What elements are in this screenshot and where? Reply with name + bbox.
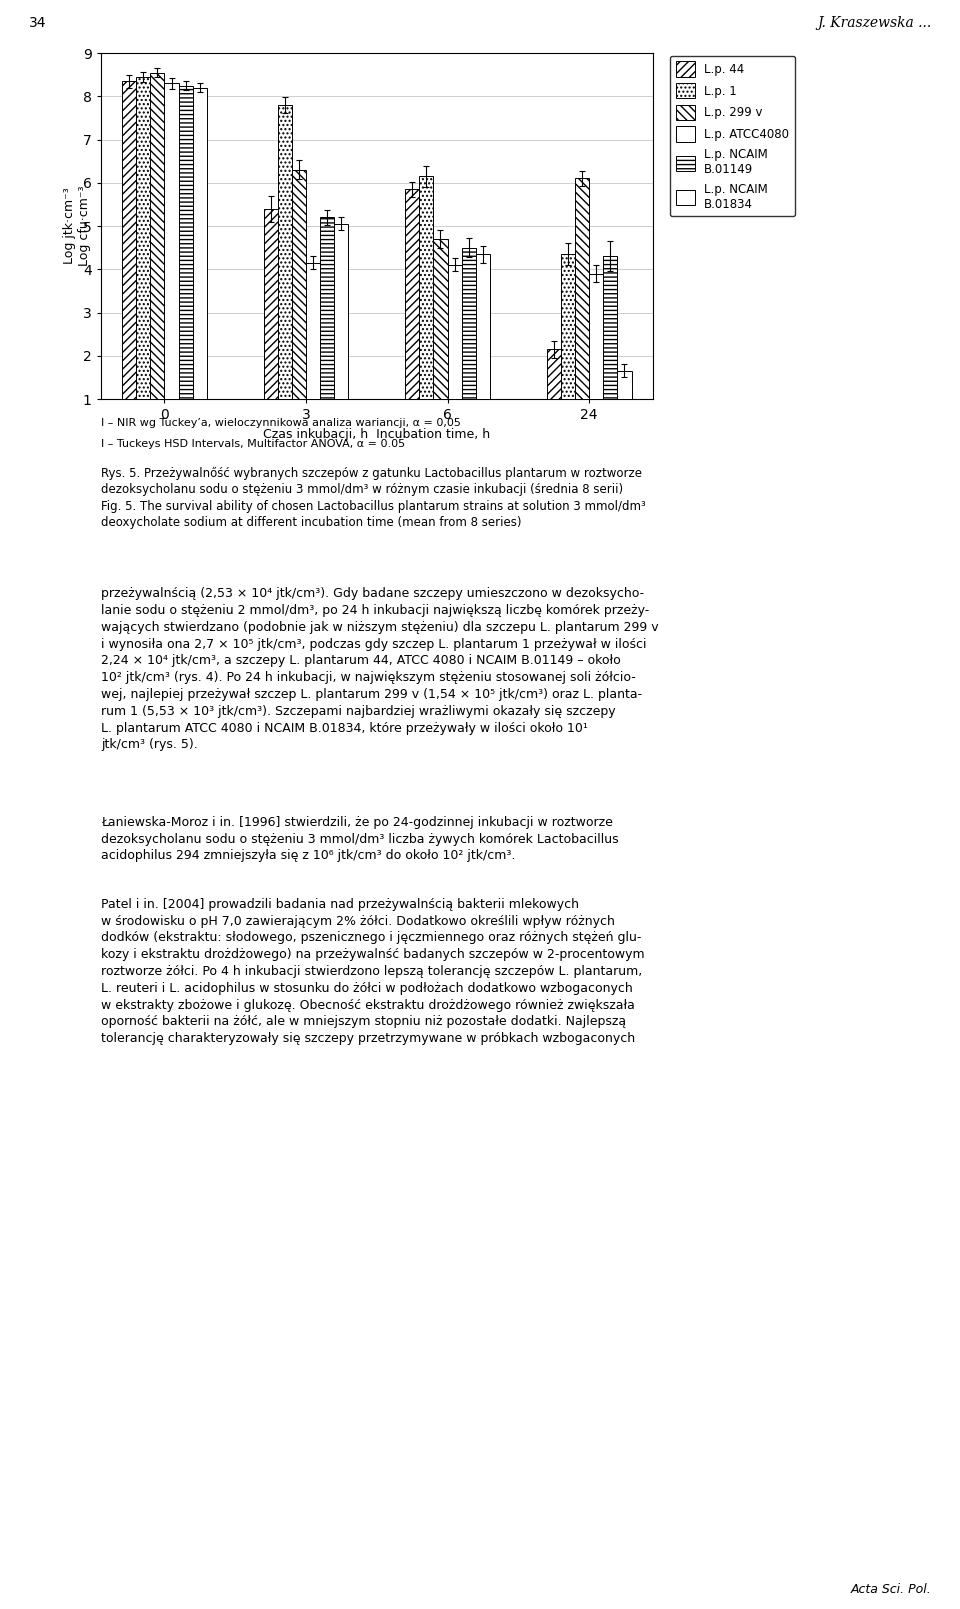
Bar [264,209,277,399]
Bar [462,248,476,399]
Bar [420,177,433,399]
Bar [589,274,603,399]
Bar [603,256,617,399]
Text: Acta Sci. Pol.: Acta Sci. Pol. [851,1583,931,1596]
Text: przeżywalnścią (2,53 × 10⁴ jtk/cm³). Gdy badane szczepy umieszczono w dezoksycho: przeżywalnścią (2,53 × 10⁴ jtk/cm³). Gdy… [101,587,659,751]
Bar [306,262,321,399]
Bar [405,190,420,399]
Text: 34: 34 [29,16,46,31]
Legend: L.p. 44, L.p. 1, L.p. 299 v, L.p. ATCC4080, L.p. NCAIM
B.01149, L.p. NCAIM
B.018: L.p. 44, L.p. 1, L.p. 299 v, L.p. ATCC40… [670,56,795,217]
Bar [292,171,306,399]
Bar [179,85,193,399]
Bar [151,72,164,399]
Bar [193,87,207,399]
Bar [321,217,334,399]
Text: I – Tuckeys HSD Intervals, Multifactor ANOVA, α = 0.05: I – Tuckeys HSD Intervals, Multifactor A… [101,439,405,449]
Bar [617,372,632,399]
Bar [447,265,462,399]
Text: Łaniewska-Moroz i in. [1996] stwierdzili, że po 24-godzinnej inkubacji w roztwor: Łaniewska-Moroz i in. [1996] stwierdzili… [101,816,618,862]
X-axis label: Czas inkubacji, h  Incubation time, h: Czas inkubacji, h Incubation time, h [263,428,491,441]
Bar [136,77,151,399]
Bar [476,254,490,399]
Text: Rys. 5. Przeżywalnőść wybranych szczepów z gatunku Lactobacillus plantarum w roz: Rys. 5. Przeżywalnőść wybranych szczepów… [101,467,645,529]
Bar [575,179,589,399]
Text: I – NIR wg Tuckey’a, wieloczynnikowa analiza wariancji, α = 0,05: I – NIR wg Tuckey’a, wieloczynnikowa ana… [101,418,461,428]
Text: J. Kraszewska ...: J. Kraszewska ... [817,16,931,31]
Bar [277,105,292,399]
Text: Patel i in. [2004] prowadzili badania nad przeżywalnścią bakterii mlekowych
w śr: Patel i in. [2004] prowadzili badania na… [101,898,644,1046]
Bar [164,84,179,399]
Y-axis label: Log jtk·cm⁻³
Log cfu·cm⁻³: Log jtk·cm⁻³ Log cfu·cm⁻³ [63,185,91,267]
Bar [433,240,447,399]
Bar [122,80,136,399]
Bar [561,254,575,399]
Bar [334,224,348,399]
Bar [546,349,561,399]
